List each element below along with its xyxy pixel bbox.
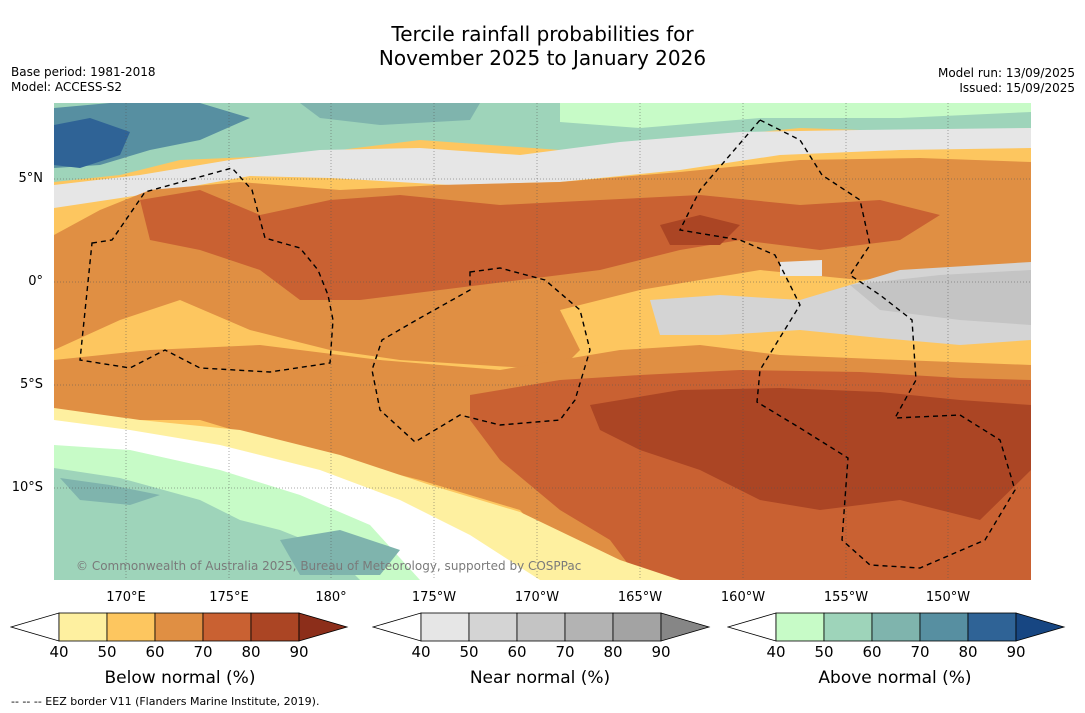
colorbar-near-label: Near normal (%)	[469, 668, 611, 688]
lon-label-155w: 155°W	[823, 590, 869, 605]
colorbar-tick-label: 50	[97, 643, 117, 661]
meta-left: Base period: 1981-2018 Model: ACCESS-S2	[11, 65, 156, 95]
colorbar-tick-label: 90	[651, 643, 671, 661]
colorbar-tick-label: 90	[289, 643, 309, 661]
colorbar-tick-label: 70	[193, 643, 213, 661]
colorbar-tick-label: 50	[459, 643, 479, 661]
colorbar-extend-low	[10, 612, 60, 642]
colorbar-segment	[775, 612, 825, 642]
colorbar-tick-label: 90	[1006, 643, 1026, 661]
colorbar-extend-high	[1015, 612, 1066, 642]
lon-label-175e: 175°E	[209, 590, 249, 605]
region-above-top-mid	[300, 103, 480, 125]
region-below-70	[140, 190, 940, 300]
colorbar-near	[372, 612, 711, 642]
eez-footnote: -- -- -- EEZ border V11 (Flanders Marine…	[11, 695, 320, 708]
title-line-1: Tercile rainfall probabilities for	[391, 22, 694, 46]
meta-right: Model run: 13/09/2025 Issued: 15/09/2025	[938, 66, 1075, 96]
colorbar-tick-label: 70	[910, 643, 930, 661]
lon-label-150w: 150°W	[925, 590, 971, 605]
lat-label-10s: 10°S	[11, 480, 43, 495]
colorbar-below-label: Below normal (%)	[104, 668, 256, 688]
region-above-top-light	[560, 103, 1031, 128]
lat-label-5s: 5°S	[19, 377, 43, 392]
map-title: Tercile rainfall probabilities for Novem…	[0, 22, 1085, 70]
colorbar-segment	[871, 612, 921, 642]
colorbar-tick-label: 40	[766, 643, 786, 661]
colorbar-tick-label: 80	[958, 643, 978, 661]
colorbar-tick-label: 60	[507, 643, 527, 661]
colorbar-segment	[420, 612, 470, 642]
colorbar-segment	[58, 612, 108, 642]
copyright-credit: © Commonwealth of Australia 2025, Bureau…	[76, 559, 582, 573]
region-near-top	[54, 128, 1031, 208]
lon-label-180: 180°	[315, 590, 347, 605]
colorbar-segment	[823, 612, 873, 642]
colorbar-tick-label: 60	[145, 643, 165, 661]
region-below-80-north	[660, 215, 740, 245]
colorbar-segment	[967, 612, 1017, 642]
colorbar-tick-label: 80	[603, 643, 623, 661]
lon-label-165w: 165°W	[617, 590, 663, 605]
colorbar-extend-low	[372, 612, 422, 642]
probability-field	[54, 103, 1031, 580]
region-above-southwest-dark	[60, 478, 160, 505]
colorbar-segment	[516, 612, 566, 642]
region-below-80-south	[590, 388, 1031, 520]
colorbar-segment	[612, 612, 662, 642]
region-above-southwest-teal	[280, 530, 400, 575]
colorbar-above-label: Above normal (%)	[818, 668, 972, 688]
colorbar-segment	[919, 612, 969, 642]
colorbar-segment	[250, 612, 300, 642]
lon-label-160w: 160°W	[720, 590, 766, 605]
colorbar-segment	[202, 612, 252, 642]
lon-label-170e: 170°E	[106, 590, 146, 605]
colorbar-segment	[154, 612, 204, 642]
model-run: Model run: 13/09/2025	[937, 66, 1075, 80]
region-above-top	[54, 103, 1031, 182]
region-above-top-darker	[54, 118, 130, 168]
region-near-east-dark	[850, 270, 1031, 325]
base-period: Base period: 1981-2018	[11, 65, 156, 79]
colorbar-extend-low	[727, 612, 777, 642]
colorbar-extend-high	[660, 612, 711, 642]
colorbar-tick-label: 40	[411, 643, 431, 661]
colorbar-extend-high	[298, 612, 349, 642]
graticule	[54, 103, 1031, 580]
colorbar-tick-label: 60	[862, 643, 882, 661]
colorbar-tick-label: 70	[555, 643, 575, 661]
lat-label-eq: 0°	[28, 274, 43, 289]
issued-date: Issued: 15/09/2025	[959, 81, 1075, 95]
colorbar-above	[727, 612, 1066, 642]
eez-borders	[79, 119, 1016, 569]
colorbar-segment	[564, 612, 614, 642]
colorbar-segment	[468, 612, 518, 642]
region-near-east-small	[780, 260, 822, 276]
title-line-2: November 2025 to January 2026	[378, 46, 707, 70]
lon-label-175w: 175°W	[411, 590, 457, 605]
colorbar-tick-label: 80	[241, 643, 261, 661]
lat-label-5n: 5°N	[18, 171, 44, 186]
lon-label-170w: 170°W	[514, 590, 560, 605]
colorbar-tick-label: 40	[49, 643, 69, 661]
colorbar-tick-label: 50	[814, 643, 834, 661]
model-name: Model: ACCESS-S2	[11, 80, 123, 94]
colorbar-below	[10, 612, 349, 642]
colorbar-segment	[106, 612, 156, 642]
